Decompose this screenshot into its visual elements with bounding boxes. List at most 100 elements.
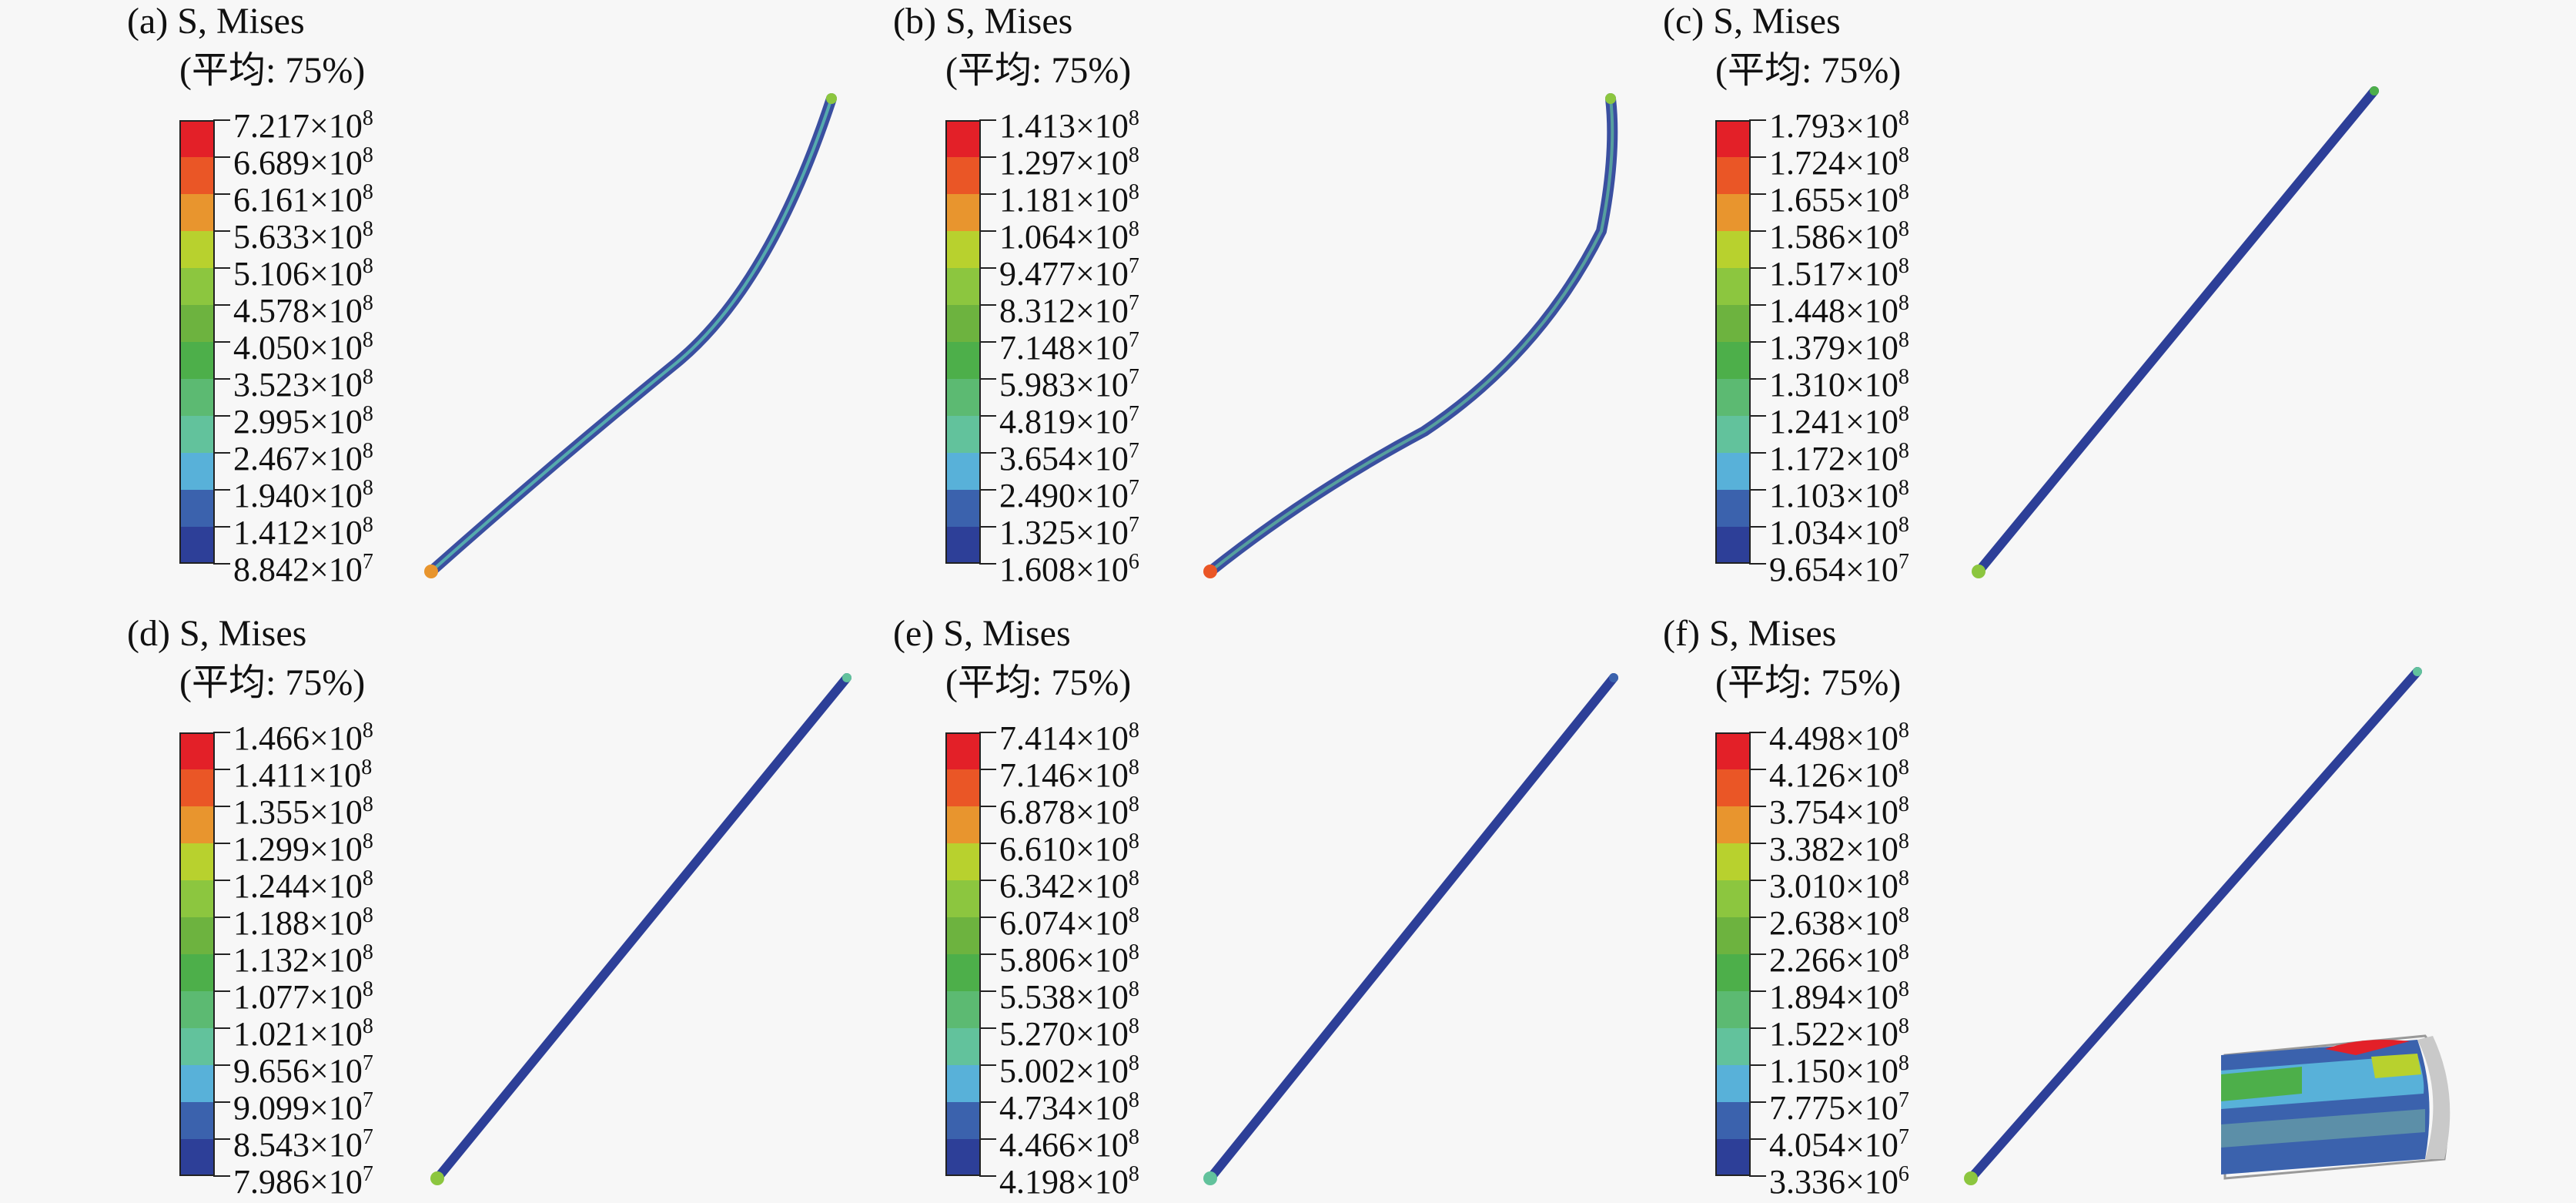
panel-subtitle: (平均: 75%) xyxy=(945,50,1132,91)
legend-exponent: 8 xyxy=(1128,180,1139,204)
legend-value-label: 6.878×108 xyxy=(999,788,1139,829)
legend-tick xyxy=(1749,880,1766,881)
legend-tick xyxy=(979,304,996,306)
legend-color-cell xyxy=(945,991,981,1028)
legend-color-cell xyxy=(945,1028,981,1065)
legend-tick xyxy=(979,1101,996,1103)
panel-f: (f) S, Mises (平均: 75%) 4.498×108 4.126×108 3… xyxy=(1663,612,2433,1199)
legend-mantissa: 1.150×10 xyxy=(1769,1052,1899,1090)
legend-exponent: 7 xyxy=(1898,1088,1909,1112)
legend-exponent: 8 xyxy=(1128,106,1139,130)
legend-mantissa: 5.806×10 xyxy=(999,941,1129,979)
legend-mantissa: 1.325×10 xyxy=(999,514,1129,551)
panel-title: (d) S, Mises xyxy=(127,613,307,654)
legend-exponent: 8 xyxy=(362,1014,373,1038)
legend-exponent: 8 xyxy=(1898,977,1909,1001)
legend-tick xyxy=(213,1101,230,1103)
legend-exponent: 8 xyxy=(1128,1088,1139,1112)
legend-tick xyxy=(1749,341,1766,343)
legend-mantissa: 4.054×10 xyxy=(1769,1126,1899,1164)
legend-mantissa: 2.266×10 xyxy=(1769,941,1899,979)
legend-value-label: 1.466×108 xyxy=(233,714,373,756)
legend-exponent: 8 xyxy=(1898,254,1909,278)
legend-color-cell xyxy=(1715,231,1751,268)
legend-mantissa: 6.878×10 xyxy=(999,793,1129,831)
legend-mantissa: 1.655×10 xyxy=(1769,181,1899,219)
legend-value-label: 1.077×108 xyxy=(233,973,373,1014)
legend-mantissa: 1.034×10 xyxy=(1769,514,1899,551)
legend-value-label: 4.050×108 xyxy=(233,323,373,365)
legend-mantissa: 1.077×10 xyxy=(233,978,363,1016)
legend-exponent: 7 xyxy=(1128,291,1139,315)
legend-value-label: 3.336×106 xyxy=(1769,1158,1909,1199)
legend-mantissa: 9.656×10 xyxy=(233,1052,363,1090)
legend-tick xyxy=(979,378,996,380)
legend-color-cell xyxy=(1715,453,1751,490)
legend-mantissa: 7.775×10 xyxy=(1769,1089,1899,1127)
legend-color-cell xyxy=(1715,806,1751,843)
legend-tick xyxy=(213,341,230,343)
legend-tick xyxy=(1749,489,1766,491)
legend-exponent: 8 xyxy=(362,143,373,167)
legend-exponent: 7 xyxy=(1898,1125,1909,1149)
legend-mantissa: 1.894×10 xyxy=(1769,978,1899,1016)
legend-exponent: 8 xyxy=(362,903,373,927)
legend-exponent: 7 xyxy=(362,1162,373,1186)
legend-value-label: 1.608×106 xyxy=(999,545,1139,587)
legend-color-cell xyxy=(179,416,215,453)
panel-d: (d) S, Mises (平均: 75%) 1.466×108 1.411×108 1… xyxy=(127,612,897,1199)
legend-value-label: 1.894×108 xyxy=(1769,973,1909,1014)
legend-value-label: 2.266×108 xyxy=(1769,936,1909,977)
legend-color-cell xyxy=(945,490,981,527)
legend-tick xyxy=(213,415,230,417)
legend-tick xyxy=(213,916,230,918)
legend-color-cell xyxy=(179,1028,215,1065)
legend-value-label: 1.411×108 xyxy=(233,751,372,793)
legend-value-label: 4.819×107 xyxy=(999,397,1139,439)
legend-color-cell xyxy=(1715,917,1751,954)
beam-a xyxy=(426,93,837,577)
legend-color-cell xyxy=(1715,194,1751,231)
legend-exponent: 8 xyxy=(1898,940,1909,964)
legend-value-label: 1.244×108 xyxy=(233,862,373,903)
legend-mantissa: 1.188×10 xyxy=(233,904,363,942)
panel-c: (c) S, Mises (平均: 75%) 1.793×108 1.724×108 1… xyxy=(1663,0,2433,587)
legend-color-cell xyxy=(945,769,981,806)
legend-exponent: 8 xyxy=(1898,402,1909,426)
legend-exponent: 8 xyxy=(1128,793,1139,816)
legend-mantissa: 3.754×10 xyxy=(1769,793,1899,831)
legend-mantissa: 1.132×10 xyxy=(233,941,363,979)
legend-color-cell xyxy=(179,305,215,342)
legend-mantissa: 1.522×10 xyxy=(1769,1015,1899,1053)
legend-exponent: 8 xyxy=(362,291,373,315)
legend-mantissa: 7.146×10 xyxy=(999,756,1129,794)
legend-exponent: 8 xyxy=(362,180,373,204)
legend-color-cell xyxy=(179,453,215,490)
legend-color-cell xyxy=(179,231,215,268)
legend-exponent: 8 xyxy=(1898,106,1909,130)
legend-mantissa: 1.355×10 xyxy=(233,793,363,831)
legend-value-label: 3.010×108 xyxy=(1769,862,1909,903)
legend-exponent: 8 xyxy=(1128,217,1139,241)
legend-tick xyxy=(1749,119,1766,121)
legend-value-label: 1.299×108 xyxy=(233,825,373,866)
panel-title: (a) S, Mises xyxy=(127,1,305,42)
legend-value-label: 9.477×107 xyxy=(999,250,1139,291)
beam-b-tip-top xyxy=(1605,93,1616,104)
legend-exponent: 6 xyxy=(1898,1162,1909,1186)
legend-color-cell xyxy=(179,880,215,917)
legend-color-cell xyxy=(1715,268,1751,305)
legend-value-label: 1.355×108 xyxy=(233,788,373,829)
panel-subtitle: (平均: 75%) xyxy=(179,50,366,91)
legend-color-cell xyxy=(945,194,981,231)
legend-tick xyxy=(213,806,230,807)
legend-color-cell xyxy=(1715,342,1751,379)
legend-value-label: 4.126×108 xyxy=(1769,751,1909,793)
legend-exponent: 7 xyxy=(1128,328,1139,352)
legend-tick xyxy=(1749,916,1766,918)
legend-color-cell xyxy=(1715,769,1751,806)
legend-exponent: 8 xyxy=(1898,180,1909,204)
legend-value-label: 8.543×107 xyxy=(233,1121,373,1162)
legend-value-label: 1.150×108 xyxy=(1769,1047,1909,1088)
legend-value-label: 1.412×108 xyxy=(233,508,373,550)
